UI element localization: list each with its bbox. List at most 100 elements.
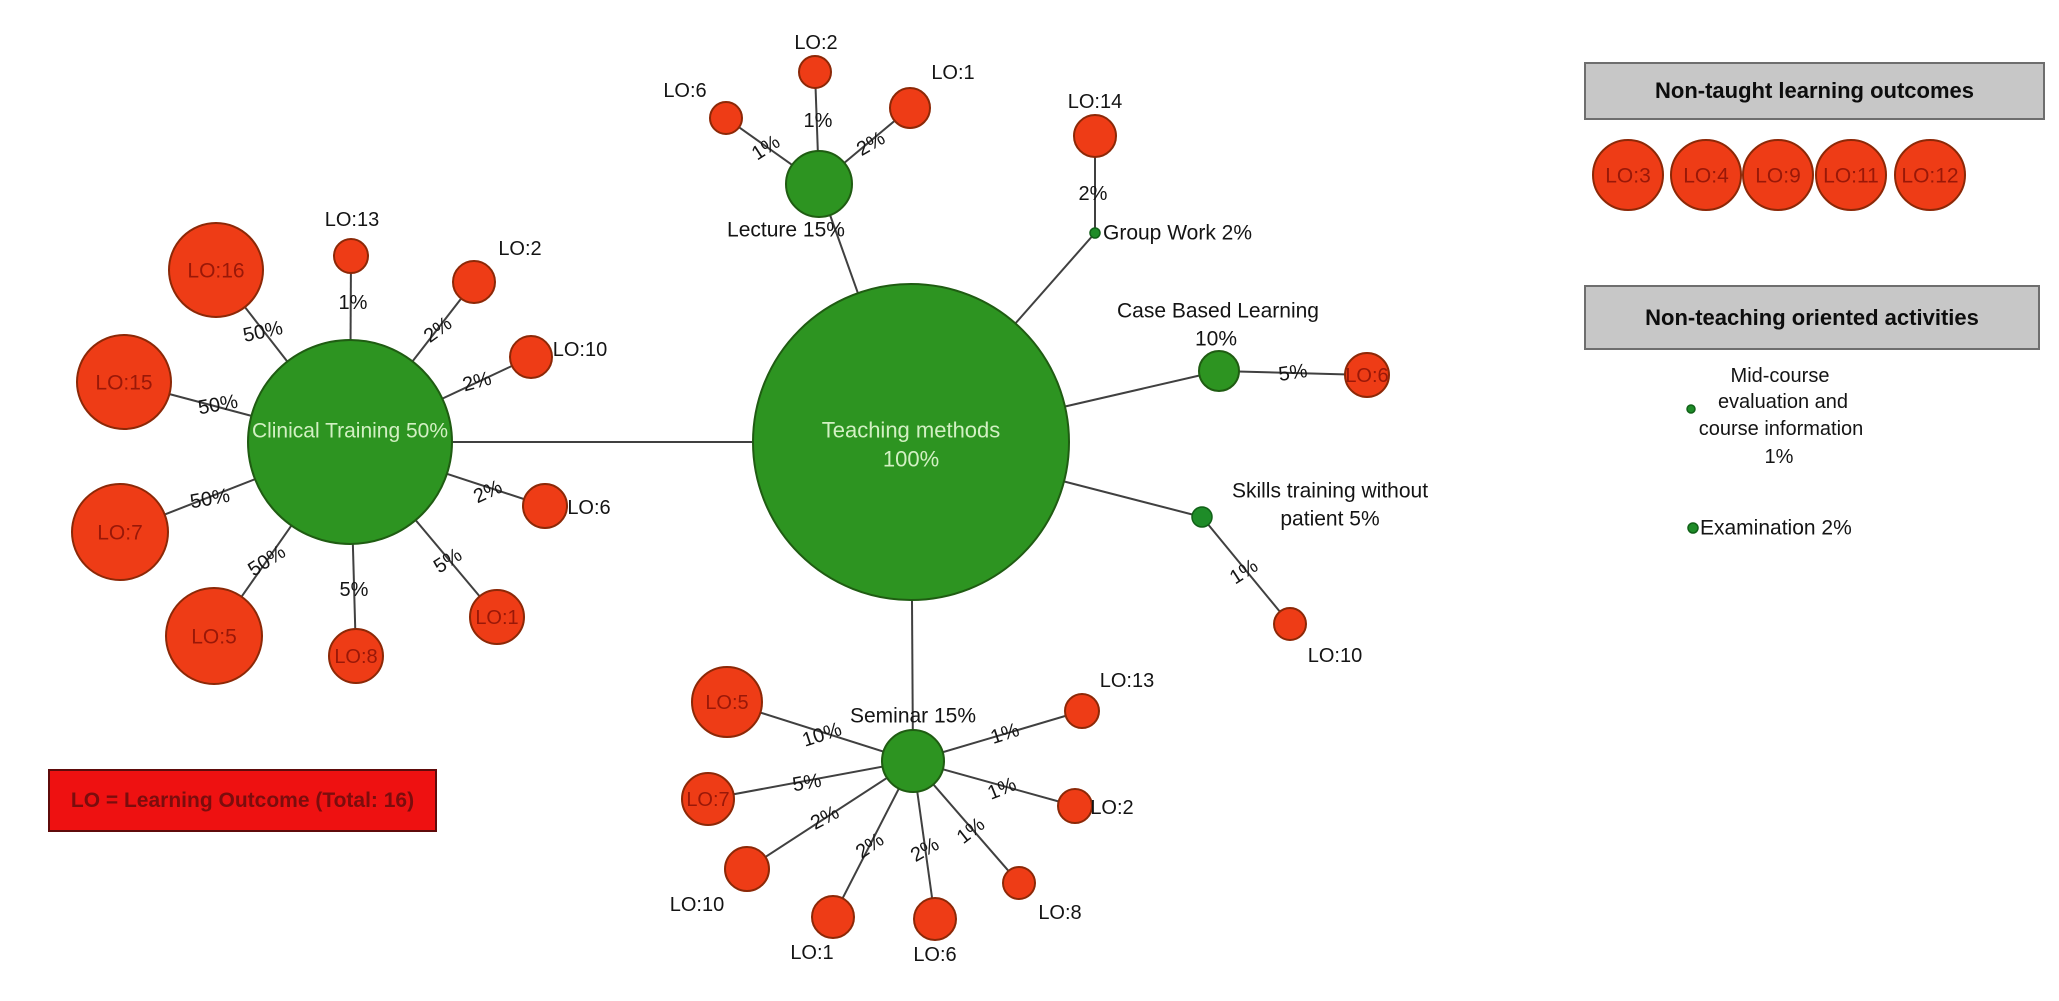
label-nt-lo3-label: LO:3: [1605, 165, 1651, 188]
label-c-lo8-label: LO:8: [334, 646, 377, 668]
label-nt-lo4-label: LO:4: [1683, 165, 1729, 188]
node-c_lo5: [165, 587, 263, 685]
label-sk-lo10-label: LO:10: [1308, 645, 1362, 667]
label-c-lo13-label: LO:13: [325, 209, 379, 231]
node-gw_dot: [1089, 227, 1101, 239]
label-s-lo7-label: LO:7: [686, 789, 729, 811]
node-nt_lo4: [1670, 139, 1742, 211]
node-s_lo10: [724, 846, 770, 892]
node-sk_dot: [1191, 506, 1213, 528]
label-s-lo13-label: LO:13: [1100, 670, 1154, 692]
node-s_lo1: [811, 895, 855, 939]
label-l-pct-lo2: 1%: [804, 110, 833, 132]
node-seminar: [881, 729, 945, 793]
edge-sk_dot-sk_lo10: [1201, 516, 1291, 625]
label-s-lo1-label: LO:1: [790, 942, 833, 964]
node-nt_lo3: [1592, 139, 1664, 211]
label-cb-label-1: Case Based Learning: [1117, 300, 1319, 323]
node-c_lo10: [509, 335, 553, 379]
node-l_lo6: [709, 101, 743, 135]
node-lecture: [785, 150, 853, 218]
label-c-pct-lo7: 50%: [188, 485, 231, 514]
label-nt-lo12-label: LO:12: [1901, 165, 1958, 188]
label-s-pct-lo7: 5%: [791, 770, 824, 797]
node-c_lo13: [333, 238, 369, 274]
node-c_lo2: [452, 260, 496, 304]
node-casebased: [1198, 350, 1240, 392]
label-nt-lo9-label: LO:9: [1755, 165, 1801, 188]
label-c-pct-lo13: 1%: [339, 292, 368, 314]
node-cb_lo6: [1344, 352, 1390, 398]
node-c_lo16: [168, 222, 264, 318]
label-c-pct-lo2: 2%: [420, 312, 456, 347]
node-clinical: [247, 339, 453, 545]
label-clinical-label: Clinical Training 50%: [252, 420, 448, 443]
node-s_lo2: [1057, 788, 1093, 824]
label-c-pct-lo15: 50%: [196, 391, 239, 420]
node-ex_dot: [1687, 522, 1699, 534]
label-s-pct-lo1: 2%: [852, 829, 888, 864]
label-l-lo2-label: LO:2: [794, 32, 837, 54]
label-lecture-label: Lecture 15%: [727, 219, 845, 242]
label-c-lo2-label: LO:2: [498, 238, 541, 260]
label-cb-label-2: 10%: [1195, 328, 1237, 351]
non-teaching-activities-header: Non-teaching oriented activities: [1584, 285, 2040, 350]
label-teaching-line2: 100%: [883, 447, 939, 472]
edge-seminar-s_lo7: [707, 760, 914, 800]
label-c-pct-lo5: 50%: [244, 541, 290, 581]
node-s_lo8: [1002, 866, 1036, 900]
label-c-lo5-label: LO:5: [191, 626, 237, 649]
label-gw-label: Group Work 2%: [1103, 222, 1252, 245]
label-sk-label-1: Skills training without: [1232, 480, 1428, 503]
node-gw_lo14: [1073, 114, 1117, 158]
node-s_lo13: [1064, 693, 1100, 729]
label-s-pct-lo6: 2%: [907, 833, 943, 867]
label-c-lo6-label: LO:6: [567, 497, 610, 519]
label-midcourse-3: course information: [1699, 418, 1864, 440]
label-c-pct-lo16: 50%: [241, 317, 285, 347]
label-s-lo2-label: LO:2: [1090, 797, 1133, 819]
label-s-lo8-label: LO:8: [1038, 902, 1081, 924]
label-s-pct-lo2: 1%: [984, 773, 1019, 804]
lo-legend-box: LO = Learning Outcome (Total: 16): [48, 769, 437, 832]
label-l-lo6-label: LO:6: [663, 80, 706, 102]
node-c_lo1: [469, 589, 525, 645]
label-s-pct-lo13: 1%: [988, 719, 1022, 749]
node-s_lo6: [913, 897, 957, 941]
label-s-pct-lo10: 2%: [807, 801, 843, 834]
label-c-lo15-label: LO:15: [95, 372, 152, 395]
node-c_lo6: [522, 483, 568, 529]
label-c-pct-lo8: 5%: [340, 579, 369, 601]
label-sk-label-2: patient 5%: [1280, 508, 1379, 531]
label-nt-lo11-label: LO:11: [1823, 165, 1879, 188]
label-l-pct-lo6: 1%: [748, 131, 784, 165]
label-s-pct-lo5: 10%: [800, 718, 845, 751]
label-c-lo1-label: LO:1: [475, 607, 518, 629]
node-nt_lo12: [1894, 139, 1966, 211]
label-midcourse-1: Mid-course: [1731, 365, 1830, 387]
label-gw-lo14-label: LO:14: [1068, 91, 1122, 113]
label-c-pct-lo6: 2%: [470, 476, 506, 508]
label-l-lo1-label: LO:1: [931, 62, 974, 84]
label-s-lo6-label: LO:6: [913, 944, 956, 966]
node-sk_lo10: [1273, 607, 1307, 641]
node-c_lo7: [71, 483, 169, 581]
node-nt_lo11: [1815, 139, 1887, 211]
node-c_lo8: [328, 628, 384, 684]
node-mc_dot: [1686, 404, 1696, 414]
label-seminar-label: Seminar 15%: [850, 705, 976, 728]
edge-casebased-cb_lo6: [1218, 370, 1368, 376]
node-l_lo1: [889, 87, 931, 129]
node-nt_lo9: [1742, 139, 1814, 211]
label-cb-lo6-label: LO:6: [1345, 365, 1388, 387]
label-c-lo16-label: LO:16: [187, 260, 244, 283]
node-l_lo2: [798, 55, 832, 89]
label-s-lo10-label: LO:10: [670, 894, 724, 916]
node-c_lo15: [76, 334, 172, 430]
node-s_lo5: [691, 666, 763, 738]
label-l-pct-lo1: 2%: [853, 127, 889, 161]
label-c-lo7-label: LO:7: [97, 522, 143, 545]
label-s-lo5-label: LO:5: [705, 692, 748, 714]
